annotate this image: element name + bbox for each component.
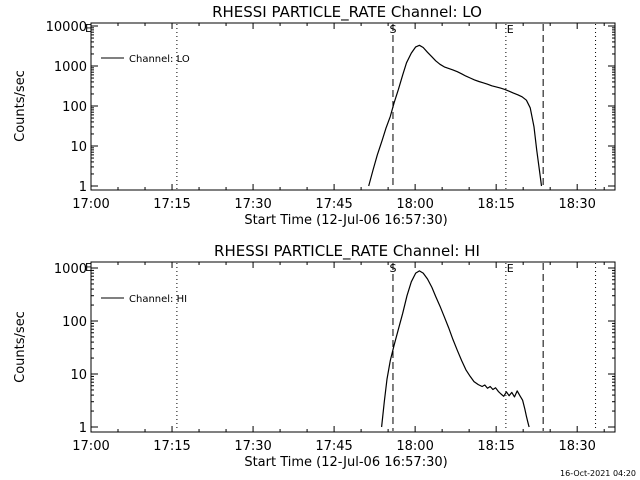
x-tick-label: 18:00 <box>396 197 433 212</box>
y-tick-label: 10 <box>70 140 87 155</box>
marker-e: E <box>507 262 514 275</box>
y-tick-label: 100 <box>62 315 87 330</box>
x-axis-label: Start Time (12-Jul-06 16:57:30) <box>244 213 447 228</box>
top-panel: RHESSI PARTICLE_RATE Channel: LO 17:00 17… <box>13 3 616 228</box>
y-tick-label: 10 <box>70 368 87 383</box>
marker-edge: E <box>85 261 92 274</box>
x-tick-label: 17:15 <box>153 197 190 212</box>
axis-ticks: 17:00 17:15 17:30 17:45 18:00 18:15 18:30 1 10 10… <box>54 262 615 454</box>
x-tick-label: 17:30 <box>234 439 271 454</box>
x-tick-label: 17:45 <box>315 439 352 454</box>
y-tick-label: 1000 <box>54 262 87 277</box>
x-tick-label: 17:30 <box>234 197 271 212</box>
y-tick-label: 1000 <box>54 60 87 75</box>
marker-s: S <box>389 262 396 275</box>
marker-s: S <box>389 23 396 36</box>
rate-curve <box>368 44 543 187</box>
y-axis-label: Counts/sec <box>13 311 28 383</box>
series-line <box>368 44 543 187</box>
chart-title: RHESSI PARTICLE_RATE Channel: LO <box>212 3 482 22</box>
x-axis-label: Start Time (12-Jul-06 16:57:30) <box>244 455 447 470</box>
chart-title: RHESSI PARTICLE_RATE Channel: HI <box>214 242 480 261</box>
x-tick-label: 18:15 <box>477 197 514 212</box>
y-tick-label: 10000 <box>46 20 87 35</box>
time-marker-lines <box>176 263 597 431</box>
x-tick-label: 18:30 <box>558 439 595 454</box>
render-timestamp: 16-Oct-2021 04:20 <box>560 469 636 478</box>
y-axis-label: Counts/sec <box>13 70 28 142</box>
marker-edge: E <box>85 22 92 35</box>
x-tick-label: 18:30 <box>558 197 595 212</box>
time-marker-lines <box>176 24 597 189</box>
bottom-panel: RHESSI PARTICLE_RATE Channel: HI 17:00 17… <box>13 242 616 470</box>
axis-ticks: 17:00 17:15 17:30 17:45 18:00 18:15 18:30 1 10 10… <box>46 20 615 212</box>
plot-frame <box>90 22 616 191</box>
flare-markers: S EE <box>85 22 514 36</box>
legend-label: Channel: HI <box>129 294 187 305</box>
x-tick-label: 17:00 <box>72 439 109 454</box>
legend-label: Channel: LO <box>129 54 190 65</box>
y-tick-label: 100 <box>62 100 87 115</box>
y-tick-label: 1 <box>79 421 87 436</box>
marker-e: E <box>507 23 514 36</box>
series-line <box>381 270 530 428</box>
x-tick-label: 18:15 <box>477 439 514 454</box>
plot-frame <box>90 261 616 433</box>
flare-markers: S EE <box>85 261 514 275</box>
y-tick-label: 1 <box>79 180 87 195</box>
rate-curve <box>381 270 530 428</box>
x-tick-label: 17:00 <box>72 197 109 212</box>
x-tick-label: 18:00 <box>396 439 433 454</box>
x-tick-label: 17:45 <box>315 197 352 212</box>
x-tick-label: 17:15 <box>153 439 190 454</box>
